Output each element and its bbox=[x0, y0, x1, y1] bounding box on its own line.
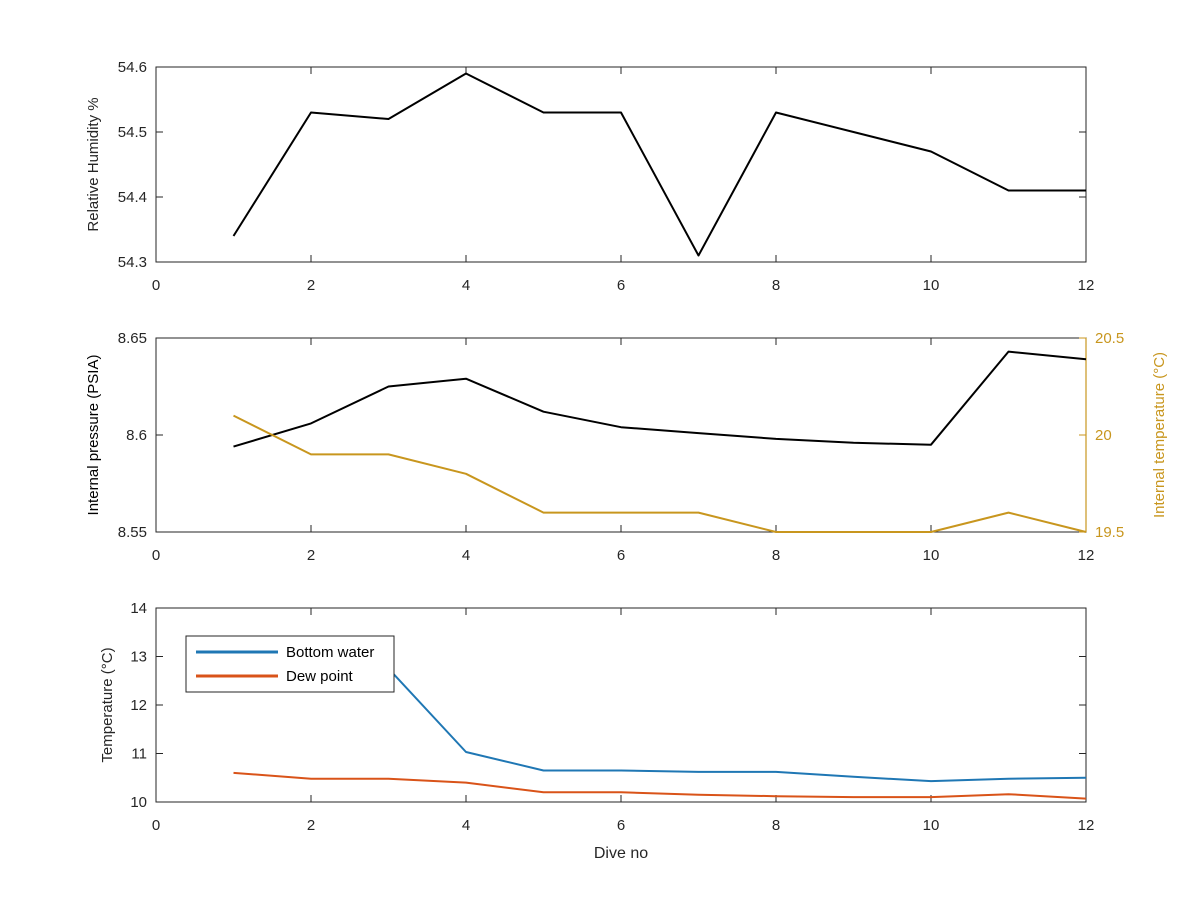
x-tick-label: 8 bbox=[772, 817, 780, 834]
x-tick-label: 2 bbox=[307, 277, 315, 294]
x-tick-label: 0 bbox=[152, 817, 160, 834]
legend-label: Bottom water bbox=[286, 644, 374, 661]
x-tick-label: 6 bbox=[617, 277, 625, 294]
y-axis-label: Relative Humidity % bbox=[85, 97, 102, 231]
y-tick-label: 13 bbox=[130, 649, 147, 666]
x-tick-label: 12 bbox=[1078, 277, 1095, 294]
x-tick-label: 10 bbox=[923, 817, 940, 834]
y-tick-label-right: 20 bbox=[1095, 427, 1112, 444]
x-tick-label: 8 bbox=[772, 277, 780, 294]
plot-area bbox=[155, 337, 1087, 533]
x-tick-label: 10 bbox=[923, 277, 940, 294]
y-tick-label: 8.65 bbox=[118, 330, 147, 347]
panel-3: 0 2 4 6 8 10 12 10 11 12 13 14 Temperature (°C) Botto… bbox=[99, 600, 1094, 834]
y-tick-label: 54.4 bbox=[118, 189, 147, 206]
y-tick-label: 14 bbox=[130, 600, 147, 617]
x-tick-label: 6 bbox=[617, 547, 625, 564]
panel-1: 0 2 4 6 8 10 12 54.3 54.4 54.5 54.6 Relative Humidi… bbox=[85, 59, 1094, 294]
legend-label: Dew point bbox=[286, 668, 354, 685]
y-tick-label-right: 19.5 bbox=[1095, 524, 1124, 541]
x-tick-label: 0 bbox=[152, 547, 160, 564]
x-tick-label: 4 bbox=[462, 277, 470, 294]
series-line-series-1 bbox=[232, 72, 1086, 257]
x-tick-label: 0 bbox=[152, 277, 160, 294]
legend-box bbox=[185, 635, 395, 693]
legend: Bottom water Dew point bbox=[185, 635, 395, 693]
x-tick-label: 4 bbox=[462, 817, 470, 834]
series-line-series-1 bbox=[233, 350, 1087, 448]
x-tick-label: 10 bbox=[923, 547, 940, 564]
y-tick-label-right: 20.5 bbox=[1095, 330, 1124, 347]
plot-area bbox=[155, 66, 1087, 263]
y-tick-label: 54.6 bbox=[118, 59, 147, 76]
y-tick-label: 10 bbox=[130, 794, 147, 811]
panels: 0 2 4 6 8 10 12 54.3 54.4 54.5 54.6 Relative Humidi… bbox=[85, 59, 1168, 834]
y-tick-label: 8.55 bbox=[118, 524, 147, 541]
series-line-dew-point bbox=[233, 771, 1087, 800]
y-tick-label: 8.6 bbox=[126, 427, 147, 444]
x-tick-label: 12 bbox=[1078, 547, 1095, 564]
x-tick-label: 6 bbox=[617, 817, 625, 834]
series-line-series-2 bbox=[233, 414, 1087, 533]
x-tick-label: 12 bbox=[1078, 817, 1095, 834]
x-tick-label: 2 bbox=[307, 547, 315, 564]
panel-2: 0 2 4 6 8 10 12 8.55 8.6 8.65 19.5 20 20.5 Internal t… bbox=[85, 330, 1168, 564]
y-axis-label: Internal pressure (PSIA) bbox=[85, 355, 102, 516]
y-tick-label: 12 bbox=[130, 697, 147, 714]
figure-xlabel: Dive no bbox=[594, 845, 648, 862]
y-tick-label: 54.5 bbox=[118, 124, 147, 141]
x-tick-label: 4 bbox=[462, 547, 470, 564]
x-tick-label: 8 bbox=[772, 547, 780, 564]
y-axis-label: Temperature (°C) bbox=[99, 647, 116, 762]
y-tick-label: 11 bbox=[131, 746, 147, 763]
y-axis-label-right: Internal temperature (°C) bbox=[1151, 352, 1168, 518]
x-tick-label: 2 bbox=[307, 817, 315, 834]
y-tick-label: 54.3 bbox=[118, 254, 147, 271]
